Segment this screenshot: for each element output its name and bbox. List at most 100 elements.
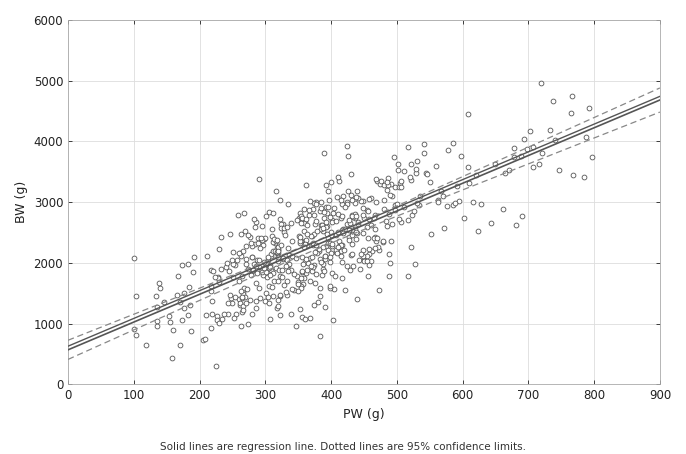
Point	[213, 273, 224, 281]
Point	[250, 305, 261, 312]
Point	[263, 300, 274, 307]
Point	[336, 252, 347, 260]
Text: Solid lines are regression line. Dotted lines are 95% confidence limits.: Solid lines are regression line. Dotted …	[160, 442, 526, 452]
Point	[206, 310, 217, 317]
Point	[272, 304, 283, 311]
Point	[370, 175, 381, 183]
Point	[324, 258, 335, 266]
Point	[337, 229, 348, 236]
Point	[370, 212, 381, 219]
Point	[222, 299, 233, 306]
Point	[285, 266, 296, 273]
Point	[275, 272, 286, 279]
Point	[383, 211, 394, 218]
Point	[377, 237, 388, 245]
Point	[152, 323, 163, 330]
Point	[261, 289, 272, 296]
Point	[297, 260, 308, 267]
Point	[257, 237, 268, 244]
Point	[517, 212, 528, 220]
Point	[347, 227, 358, 234]
Point	[270, 237, 281, 244]
Point	[279, 229, 289, 236]
Point	[312, 298, 323, 306]
Point	[205, 325, 216, 332]
Point	[525, 128, 536, 135]
Point	[411, 158, 422, 165]
Point	[296, 212, 307, 219]
Point	[554, 166, 565, 173]
Point	[584, 104, 595, 112]
Point	[463, 163, 474, 171]
Point	[301, 267, 312, 274]
Point	[215, 234, 226, 241]
Point	[389, 201, 400, 208]
Point	[296, 237, 307, 244]
Point	[268, 236, 279, 243]
Point	[383, 272, 394, 280]
Point	[567, 171, 578, 178]
Point	[234, 249, 245, 257]
Point	[309, 231, 320, 238]
Point	[567, 93, 578, 100]
Point	[320, 203, 331, 211]
Point	[167, 326, 178, 334]
Point	[253, 264, 264, 271]
Point	[277, 220, 288, 227]
Point	[357, 197, 368, 205]
Point	[233, 211, 244, 218]
Point	[305, 263, 316, 270]
Point	[259, 264, 270, 271]
Point	[373, 246, 384, 253]
Point	[235, 301, 246, 308]
Point	[318, 267, 329, 274]
Point	[349, 215, 360, 222]
Point	[322, 187, 333, 194]
Point	[322, 223, 333, 230]
Point	[327, 217, 338, 224]
Point	[220, 263, 231, 271]
Point	[344, 233, 355, 240]
Point	[395, 180, 406, 187]
Point	[528, 144, 539, 151]
Point	[394, 216, 405, 223]
Point	[208, 267, 219, 275]
Point	[311, 242, 322, 249]
Point	[344, 236, 355, 243]
Point	[382, 181, 393, 188]
Point	[272, 243, 283, 251]
Point	[352, 229, 363, 237]
Point	[345, 171, 356, 178]
Point	[301, 181, 312, 188]
Point	[130, 293, 141, 300]
Point	[272, 250, 283, 257]
Point	[174, 341, 185, 349]
Point	[396, 219, 407, 226]
Point	[309, 279, 320, 286]
Point	[387, 221, 398, 228]
Point	[279, 224, 289, 231]
Point	[301, 237, 312, 244]
Point	[282, 277, 293, 285]
Point	[213, 274, 224, 281]
Point	[447, 202, 458, 209]
Point	[254, 244, 265, 251]
Point	[277, 273, 288, 281]
Point	[265, 315, 276, 322]
Point	[581, 133, 592, 141]
Point	[333, 173, 344, 181]
Point	[274, 291, 285, 299]
Point	[340, 225, 351, 232]
Point	[314, 332, 325, 339]
Point	[418, 149, 429, 157]
Point	[267, 232, 278, 240]
Point	[272, 248, 283, 255]
Point	[387, 192, 398, 200]
Point	[433, 198, 444, 206]
Point	[372, 178, 383, 185]
Point	[336, 197, 347, 204]
Point	[351, 235, 362, 242]
Point	[295, 219, 306, 227]
Point	[335, 214, 346, 222]
Point	[308, 241, 319, 248]
